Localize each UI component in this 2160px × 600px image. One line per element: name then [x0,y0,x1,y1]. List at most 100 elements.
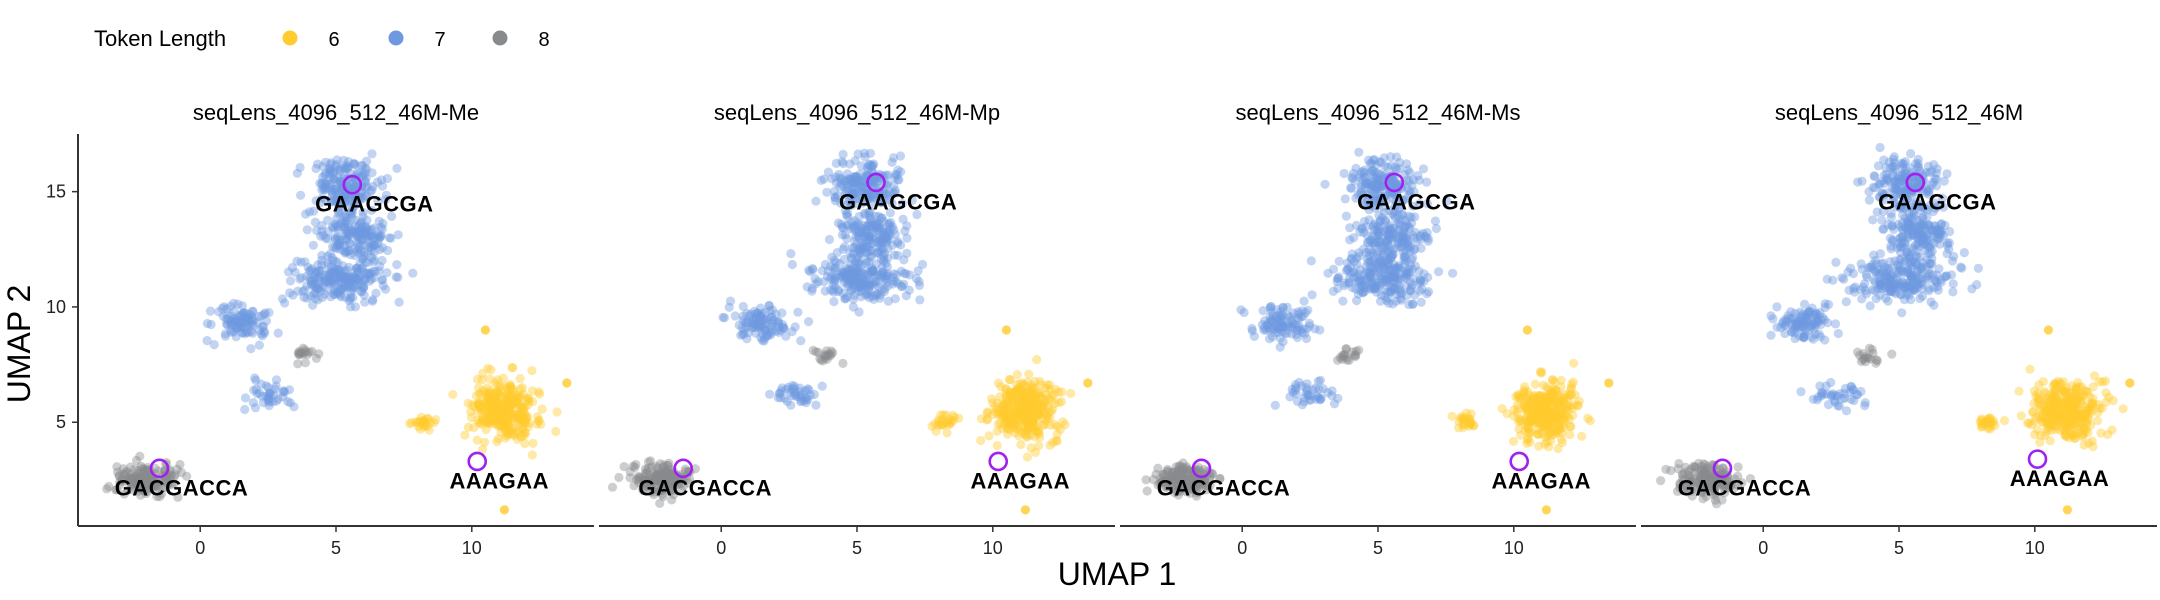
point-7 [1841,297,1851,307]
point-7 [214,307,224,317]
point-7 [336,218,346,228]
point-7 [236,315,246,325]
point-7 [370,240,380,250]
point-7 [368,256,379,267]
point-7 [222,320,233,330]
point-7 [1887,220,1897,230]
point-7 [1772,302,1782,312]
point-7 [751,328,761,338]
point-7 [340,240,350,251]
point-7 [334,239,344,249]
point-7 [340,248,350,258]
point-7 [329,284,339,294]
point-7 [339,191,349,201]
point-7 [346,276,356,286]
point-7 [341,247,351,257]
point-6 [2088,442,2098,452]
point-7 [373,230,383,240]
point-7 [313,284,323,294]
point-7 [237,317,247,327]
point-7 [1840,383,1850,394]
point-6 [1515,394,1525,404]
point-7 [1292,396,1302,406]
point-7 [315,198,325,208]
point-7 [373,196,383,206]
point-7 [328,255,338,266]
point-7 [343,219,353,229]
point-7 [380,195,391,205]
point-7 [326,273,336,283]
point-7 [829,297,839,307]
point-6 [534,387,544,397]
point-7 [332,184,342,194]
point-7 [1967,284,1977,294]
point-7 [1973,263,1983,273]
point-7 [334,265,344,275]
point-7 [725,296,736,306]
point-6 [1045,440,1055,450]
point-7 [347,183,358,193]
point-7 [308,300,318,310]
point-7 [335,274,345,284]
point-7 [308,279,318,289]
point-8 [314,349,324,359]
point-7 [1286,317,1296,327]
point-7 [358,221,368,232]
point-6 [1026,409,1036,419]
point-7 [360,274,370,284]
point-7 [1298,311,1308,321]
point-7 [845,159,855,169]
point-8 [300,345,310,355]
point-7 [315,266,325,276]
point-7 [242,315,252,325]
point-7 [366,269,376,279]
point-7 [278,387,288,397]
point-7 [363,233,373,243]
point-7 [335,271,345,281]
point-7 [369,241,379,251]
point-7 [335,277,345,287]
point-7 [317,179,327,189]
point-8 [127,473,138,483]
point-7 [358,266,368,276]
point-7 [367,296,378,306]
point-7 [1865,301,1875,311]
point-7 [384,233,394,243]
point-7 [339,274,349,284]
point-7 [324,174,334,184]
point-7 [248,315,259,325]
point-7 [356,280,366,290]
point-7 [326,197,337,207]
point-7 [273,328,283,338]
point-7 [341,187,351,197]
point-7 [354,267,364,277]
point-7 [1423,236,1433,246]
point-7 [368,266,378,276]
point-7 [331,196,341,206]
point-6 [497,404,507,414]
point-7 [329,268,339,278]
point-7 [344,280,354,290]
point-8 [607,482,618,492]
point-7 [774,322,784,332]
point-7 [324,182,334,192]
point-6 [2054,378,2064,388]
point-7 [302,271,312,281]
point-7 [1347,183,1357,193]
point-7 [336,292,346,302]
point-7 [366,274,376,284]
point-6 [1032,355,1042,365]
point-8 [138,481,148,491]
point-7 [323,227,333,237]
panel-title: seqLens_4096_512_46M-Ms [1236,100,1521,125]
point-7 [347,273,357,283]
point-7 [283,267,294,277]
point-7 [352,263,362,273]
point-7 [327,222,338,232]
point-7 [889,276,899,286]
legend-key-7 [388,30,404,46]
point-7 [229,298,239,308]
point-8 [112,462,122,472]
point-7 [365,268,375,278]
